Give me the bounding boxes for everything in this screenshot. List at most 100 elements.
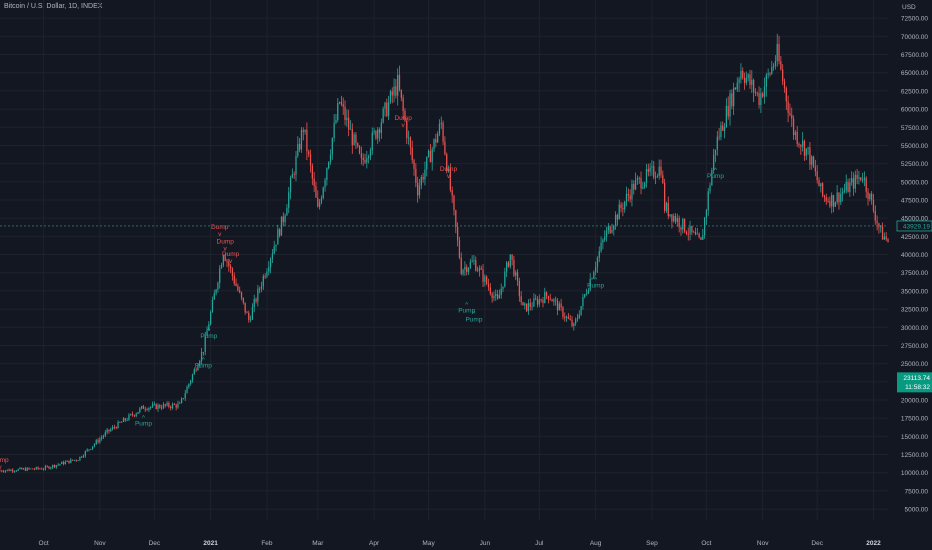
candle-body: [53, 465, 56, 468]
candle-body: [48, 466, 50, 469]
candle-body: [402, 97, 404, 111]
candle-body: [222, 255, 224, 265]
candle-body: [460, 257, 462, 274]
candle-body: [255, 298, 257, 302]
candle-body: [384, 102, 386, 109]
time-label: Feb: [261, 540, 273, 547]
candle-body: [783, 81, 786, 88]
candle-body: [631, 183, 633, 200]
candle-body: [333, 122, 335, 138]
signal-label-dump: Dump: [222, 251, 240, 258]
price-tick-label: 27500.00: [901, 343, 928, 350]
candle-body: [731, 93, 733, 107]
candle-body: [146, 409, 148, 411]
candle-body: [620, 204, 622, 209]
candle-body: [522, 302, 524, 306]
candle-body: [527, 303, 530, 312]
candle-body: [745, 77, 747, 83]
time-label: 2021: [203, 540, 218, 547]
candle-body: [820, 183, 822, 187]
candle-body: [324, 179, 326, 188]
candle-body: [99, 438, 101, 443]
last-price-badge: [897, 372, 932, 393]
candle-body: [756, 92, 758, 94]
candle-body: [582, 296, 584, 307]
candle-body: [353, 134, 355, 146]
price-tick-label: 57500.00: [901, 125, 928, 132]
candle-body: [155, 403, 157, 410]
candle-body: [33, 469, 36, 470]
candle-body: [2, 471, 5, 473]
candle-body: [75, 459, 77, 461]
candle-body: [35, 467, 37, 470]
candle-body: [694, 232, 697, 235]
price-tick-label: 42500.00: [901, 234, 928, 241]
candle-body: [780, 61, 782, 70]
signal-label-pump: Pump: [587, 282, 604, 289]
candle-body: [340, 102, 343, 105]
candle-body: [800, 145, 802, 147]
candle-body: [0, 470, 1, 472]
candle-body: [57, 464, 59, 466]
candle-body: [662, 175, 664, 184]
candle-body: [311, 165, 313, 179]
candle-body: [560, 303, 562, 308]
candle-body: [691, 226, 693, 232]
candle-body: [128, 414, 130, 420]
candle-body: [42, 469, 45, 470]
candle-body: [511, 254, 513, 260]
candle-body: [153, 403, 155, 405]
candle-body: [431, 149, 433, 163]
candle-body: [297, 143, 299, 156]
candle-body: [698, 233, 700, 238]
candle-body: [159, 405, 161, 408]
candle-body: [625, 193, 628, 202]
candle-body: [703, 217, 706, 236]
candle-body: [622, 208, 624, 210]
candle-body: [713, 154, 715, 171]
price-tick-label: 5000.00: [905, 507, 929, 514]
signal-label-dump: Dump: [211, 224, 229, 231]
signal-label-pump: Pump: [707, 173, 724, 180]
candle-body: [253, 298, 255, 308]
candle-body: [426, 156, 428, 170]
candle-body: [569, 318, 571, 320]
signal-label-dump: Dump: [217, 239, 235, 246]
candle-body: [86, 449, 88, 452]
candle-body: [108, 429, 110, 432]
candle-body: [121, 421, 123, 423]
candle-body: [573, 323, 575, 327]
candle-body: [433, 139, 435, 150]
candle-body: [240, 292, 243, 298]
price-tick-label: 47500.00: [901, 198, 928, 205]
candle-body: [298, 143, 301, 150]
candle-body: [838, 192, 840, 203]
signal-label-pump: Pump: [195, 362, 212, 369]
candle-body: [257, 288, 259, 302]
candle-body: [12, 469, 14, 472]
candle-body: [696, 233, 698, 235]
candle-body: [288, 192, 290, 208]
candle-body: [629, 195, 631, 200]
candle-body: [193, 369, 195, 375]
candle-body: [591, 278, 593, 280]
candle-body: [487, 283, 490, 288]
candle-body: [95, 440, 97, 445]
candle-body: [162, 404, 165, 409]
candle-body: [199, 361, 201, 367]
candle-body: [309, 154, 312, 166]
candle-body: [135, 413, 137, 416]
candle-body: [818, 180, 820, 187]
candle-body: [613, 226, 615, 230]
candle-body: [772, 65, 775, 68]
candle-body: [602, 239, 604, 243]
candle-body: [315, 186, 317, 198]
candle-body: [295, 155, 297, 175]
candle-body: [81, 456, 83, 458]
candle-body: [215, 289, 217, 294]
candle-body: [337, 103, 339, 120]
time-label: Dec: [811, 540, 823, 547]
time-label: Aug: [590, 540, 602, 547]
